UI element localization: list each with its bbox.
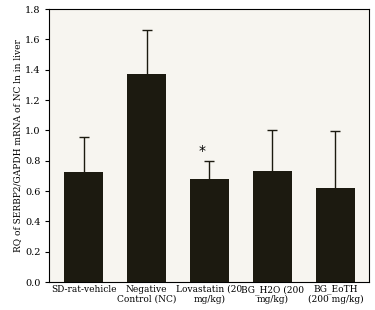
Bar (127, 73, 166, 282)
Y-axis label: RQ of SERBP2/GAPDH mRNA of NC ln in liver: RQ of SERBP2/GAPDH mRNA of NC ln in live… (13, 39, 22, 252)
Bar (190, 179, 229, 282)
Bar (316, 188, 355, 282)
Bar (253, 171, 292, 282)
Bar (64, 172, 103, 282)
Text: *: * (198, 144, 206, 158)
